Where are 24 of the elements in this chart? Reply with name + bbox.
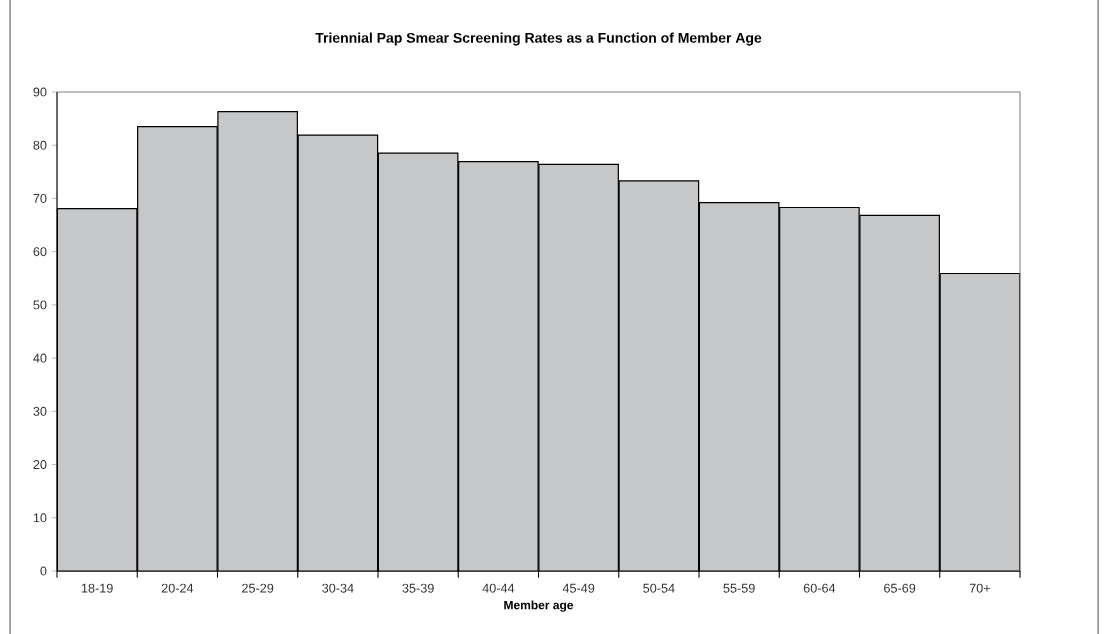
- x-tick-label: 30-34: [322, 583, 354, 593]
- y-tick-label: 30: [33, 406, 47, 416]
- y-tick-label: 40: [33, 353, 47, 363]
- y-tick-label: 20: [33, 460, 47, 470]
- x-tick-label: 35-39: [402, 583, 434, 593]
- y-tick-label: 50: [33, 300, 47, 310]
- x-tick-label: 20-24: [161, 583, 194, 593]
- x-tick-label: 65-69: [884, 583, 916, 593]
- x-tick-label: 70+: [969, 583, 990, 593]
- x-tick-label: 25-29: [242, 583, 274, 593]
- y-tick-label: 0: [40, 566, 47, 576]
- x-axis-title: Member age: [504, 600, 574, 612]
- y-tick-label: 80: [33, 140, 47, 150]
- x-tick-label: 55-59: [723, 583, 755, 593]
- x-tick-label: 45-49: [562, 583, 595, 593]
- y-tick-label: 10: [33, 513, 47, 523]
- chart-title: Triennial Pap Smear Screening Rates as a Function of Member Age: [315, 32, 762, 46]
- y-tick-label: 70: [33, 193, 47, 203]
- x-tick-label: 18-19: [81, 583, 113, 593]
- x-tick-label: 50-54: [643, 583, 675, 593]
- y-tick-label: 60: [33, 247, 47, 257]
- x-tick-label: 40-44: [482, 583, 515, 593]
- x-tick-label: 60-64: [803, 583, 836, 593]
- y-tick-label: 90: [33, 87, 47, 97]
